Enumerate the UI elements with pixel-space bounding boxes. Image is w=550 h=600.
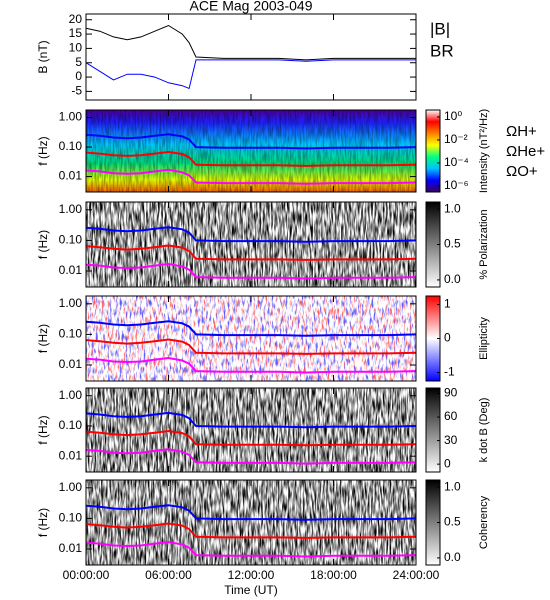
plot-frame [85, 387, 417, 473]
chart-title: ACE Mag 2003-049 [190, 0, 313, 14]
colorbar-tick-label: 0.5 [444, 515, 461, 529]
data-line [85, 262, 417, 280]
data-line [85, 411, 417, 429]
y-tick-label: 1.00 [59, 202, 83, 216]
x-tick-label: 00:00:00 [63, 568, 110, 582]
y-tick-label: 1.00 [59, 388, 83, 402]
colorbar-tick-label: 60 [444, 409, 458, 423]
colorbar-tick-label: 0.0 [444, 272, 461, 286]
colorbar-tick-label: 0.0 [444, 550, 461, 564]
y-tick-label: 0.10 [59, 511, 83, 525]
y-axis-label: f (Hz) [36, 324, 50, 353]
spectrogram-background [86, 110, 416, 192]
y-axis-label: f (Hz) [36, 136, 50, 165]
y-tick-label: 0.01 [59, 169, 83, 183]
y-tick-label: 1.00 [59, 480, 83, 494]
colorbar-tick-label: 0 [444, 331, 451, 345]
colorbar-tick-label: -1 [444, 365, 455, 379]
y-tick-label: 0 [75, 69, 82, 83]
y-tick-label: 0.01 [59, 263, 83, 277]
x-axis-label: Time (UT) [224, 583, 278, 597]
colorbar-tick-label: 1.0 [444, 201, 461, 215]
data-line [85, 150, 417, 167]
y-tick-label: 0.10 [59, 139, 83, 153]
colorbar-tick-label: 0 [444, 456, 451, 470]
data-line [85, 356, 417, 374]
y-tick-label: 0.10 [59, 418, 83, 432]
data-line [85, 429, 417, 447]
data-line [85, 540, 417, 558]
legend-label: ΩO+ [506, 163, 538, 180]
spectrogram-background [86, 202, 416, 287]
data-line [85, 504, 417, 521]
data-line [85, 226, 417, 243]
colorbar-tick-label: 10⁻² [444, 132, 468, 146]
colorbar-tick-label: 10⁰ [444, 109, 462, 123]
colorbar-label: k dot B (Deg) [478, 398, 490, 463]
legend-label: ΩHe+ [506, 143, 545, 160]
data-line [85, 320, 417, 337]
y-tick-label: 15 [69, 26, 83, 40]
legend-label: |B| [430, 19, 450, 38]
data-line [85, 24, 416, 61]
x-tick-label: 06:00:00 [145, 568, 192, 582]
data-line [85, 59, 416, 90]
colorbar-tick-label: 1 [444, 297, 451, 311]
colorbar-tick-label: 0.5 [444, 237, 461, 251]
legend-label: BR [430, 41, 454, 60]
colorbar [425, 109, 441, 193]
plot-frame [85, 295, 417, 382]
spectrogram-background [86, 296, 416, 381]
plot-frame [85, 109, 417, 193]
colorbar-tick-label: 1.0 [444, 479, 461, 493]
colorbar-tick-label: 10⁻⁶ [444, 178, 469, 192]
y-axis-label: B (nT) [36, 40, 50, 73]
data-line [85, 168, 417, 185]
y-tick-label: 20 [69, 12, 83, 26]
data-line [85, 133, 417, 150]
colorbar-tick-label: 30 [444, 433, 458, 447]
colorbar-label: % Polarization [478, 209, 490, 279]
y-axis-label: f (Hz) [36, 415, 50, 444]
colorbar-tick-label: 10⁻⁴ [444, 155, 469, 169]
plot-frame [85, 13, 417, 101]
data-line [85, 522, 417, 539]
colorbar-label: Ellipticity [478, 317, 490, 360]
y-axis-label: f (Hz) [36, 508, 50, 537]
y-tick-label: 5 [75, 55, 82, 69]
legend-label: ΩH+ [506, 123, 537, 140]
y-tick-label: 0.01 [59, 357, 83, 371]
y-tick-label: 0.10 [59, 233, 83, 247]
colorbar-label: Coherency [478, 495, 490, 549]
y-axis-label: f (Hz) [36, 230, 50, 259]
spectrogram-background [86, 388, 416, 472]
plot-frame [85, 201, 417, 288]
x-tick-label: 12:00:00 [228, 568, 275, 582]
plot-frame [85, 479, 417, 566]
y-tick-label: 1.00 [59, 110, 83, 124]
y-tick-label: 0.01 [59, 541, 83, 555]
colorbar-label: Intensity (nT²/Hz) [478, 109, 490, 193]
colorbar-tick-label: 90 [444, 386, 458, 400]
colorbar [425, 387, 441, 473]
x-tick-label: 24:00:00 [393, 568, 440, 582]
y-tick-label: 0.01 [59, 448, 83, 462]
y-tick-label: -5 [71, 84, 82, 98]
spectrogram-background [86, 480, 416, 565]
y-tick-label: 1.00 [59, 296, 83, 310]
data-line [85, 338, 417, 355]
data-line [85, 244, 417, 261]
x-tick-label: 18:00:00 [310, 568, 357, 582]
y-tick-label: 0.10 [59, 327, 83, 341]
y-tick-label: 10 [69, 41, 83, 55]
data-line [85, 448, 417, 465]
